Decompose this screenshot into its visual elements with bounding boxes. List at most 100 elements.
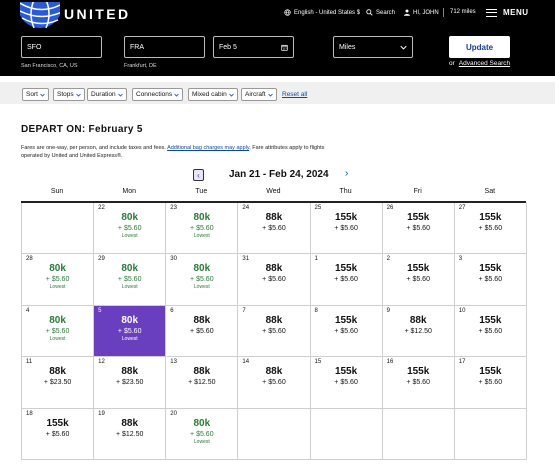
reset-all-link[interactable]: Reset all	[282, 91, 308, 98]
calendar-day-cell[interactable]: 29 80k + $5.60 Lowest	[94, 254, 167, 306]
calendar-day-cell[interactable]: 19 88k + $12.50	[94, 408, 167, 461]
fare-fee: + $5.60	[190, 430, 214, 438]
day-number: 3	[458, 256, 463, 263]
day-number: 2	[386, 256, 390, 263]
fare-miles: 80k	[121, 211, 139, 223]
filter-label: Aircraft	[245, 91, 266, 98]
account-link[interactable]: HI, JOHN	[404, 9, 439, 16]
calendar-day-cell[interactable]: 13 88k + $12.50	[166, 357, 239, 409]
search-link[interactable]: Search	[366, 9, 395, 16]
calendar-day-cell[interactable]: 31 88k + $5.60	[238, 254, 311, 306]
date-input[interactable]: Feb 5	[213, 36, 294, 58]
origin-input[interactable]: SFO	[21, 36, 102, 58]
search-label: Search	[376, 9, 396, 16]
previous-range-button[interactable]: ‹	[193, 169, 204, 181]
day-number: 26	[386, 204, 394, 211]
calendar-day-cell[interactable]: 30 80k + $5.60 Lowest	[166, 254, 239, 306]
chevron-down-icon	[117, 93, 123, 97]
weekday-label: Thu	[339, 188, 352, 195]
calendar-day-cell[interactable]: 17 155k + $5.60	[454, 357, 527, 409]
calendar-day-cell[interactable]: 8 155k + $5.60	[310, 305, 383, 358]
day-number: 22	[98, 204, 105, 211]
miles-balance[interactable]: 712 miles	[450, 9, 476, 15]
calendar-day-cell[interactable]: 9 88k + $12.50	[382, 305, 455, 358]
calendar-day-cell[interactable]: 18 155k + $5.60	[22, 408, 95, 461]
fare-type-value: Miles	[339, 43, 356, 51]
filter-duration[interactable]: Duration	[87, 88, 127, 101]
calendar-day-cell[interactable]: 14 88k + $5.60	[238, 357, 311, 409]
calendar-day-cell[interactable]: 26 155k + $5.60	[382, 202, 455, 255]
globe-icon	[284, 9, 291, 16]
fare-miles: 155k	[479, 211, 502, 223]
brand-logo-text[interactable]: UNITED	[64, 6, 131, 22]
filter-connections[interactable]: Connections	[132, 88, 184, 101]
calendar-day-cell[interactable]: 1 155k + $5.60	[310, 254, 383, 306]
fare-fee: + $5.60	[262, 379, 286, 387]
calendar-day-cell[interactable]: 11 88k + $23.50	[22, 357, 95, 409]
fare-type-select[interactable]: Miles	[333, 36, 413, 58]
calendar-day-cell[interactable]: 28 80k + $5.60 Lowest	[22, 254, 95, 306]
calendar-day-cell[interactable]: 20 80k + $5.60 Lowest	[166, 408, 239, 461]
calendar-day-cell[interactable]: 2 155k + $5.60	[382, 254, 455, 306]
chevron-down-icon	[75, 93, 81, 97]
weekday-header: Sun Mon Tue Wed Thu Fri Sat	[21, 188, 526, 199]
day-number: 5	[98, 307, 102, 314]
calendar-navigation: ‹ Jan 21 - Feb 24, 2024 ›	[193, 168, 363, 184]
calendar-day-cell[interactable]: 5 80k + $5.60 Lowest	[94, 305, 167, 358]
globe-logo-icon[interactable]	[20, 2, 60, 30]
advanced-search-link[interactable]: Advanced Search	[458, 60, 511, 67]
filter-bar: Sort Stops Duration Connections Mixed ca…	[0, 82, 555, 104]
fare-fee: + $5.60	[406, 379, 430, 387]
update-button[interactable]: Update	[449, 36, 510, 58]
calendar-day-cell[interactable]: 4 80k + $5.60 Lowest	[22, 305, 95, 358]
filter-label: Connections	[136, 91, 173, 98]
filter-mixed-cabin[interactable]: Mixed cabin	[188, 88, 238, 101]
language-selector[interactable]: English - United States $	[284, 9, 360, 16]
fare-miles: 88k	[121, 366, 139, 378]
day-number: 18	[26, 410, 33, 417]
calendar-day-cell[interactable]: 23 80k + $5.60 Lowest	[166, 202, 239, 255]
calendar-day-cell[interactable]: 6 88k + $5.60	[166, 305, 239, 358]
calendar-day-cell[interactable]: 10 155k + $5.60	[454, 305, 527, 358]
menu-button[interactable]: MENU	[486, 8, 529, 17]
next-range-button[interactable]: ›	[345, 168, 348, 179]
fare-note-text-end: , Fare attributes apply to flights opera…	[21, 145, 325, 159]
fare-miles: 155k	[334, 263, 358, 275]
fare-miles: 80k	[49, 314, 66, 326]
user-icon	[404, 9, 410, 16]
calendar-day-cell[interactable]: 15 155k + $5.60	[310, 357, 383, 409]
fare-fee: + $12.50	[188, 379, 216, 387]
lowest-badge: Lowest	[49, 335, 66, 342]
chevron-down-icon	[40, 93, 45, 97]
day-number: 27	[458, 204, 466, 211]
calendar-day-cell[interactable]: 25 155k + $5.60	[310, 202, 383, 255]
calendar-day-cell[interactable]: 16 155k + $5.60	[382, 357, 455, 409]
fare-miles: 155k	[407, 366, 430, 378]
calendar-day-cell[interactable]: 27 155k + $5.60	[454, 202, 527, 255]
fare-fee: + $5.60	[190, 327, 214, 335]
bag-charges-link[interactable]: Additional bag charges may apply	[167, 145, 250, 151]
fare-miles: 155k	[334, 211, 358, 223]
calendar-day-cell[interactable]: 3 155k + $5.60	[454, 254, 527, 306]
filter-stops[interactable]: Stops	[53, 88, 85, 101]
fare-fee: + $5.60	[262, 327, 286, 335]
calendar-day-cell[interactable]: 7 88k + $5.60	[238, 305, 311, 358]
calendar-day-cell[interactable]: 24 88k + $5.60	[238, 202, 311, 255]
calendar-cell-empty	[310, 408, 383, 461]
day-number: 25	[314, 204, 322, 211]
filter-sort[interactable]: Sort	[22, 88, 49, 101]
day-number: 23	[170, 204, 177, 211]
calendar-day-cell[interactable]: 12 88k + $23.50	[94, 357, 167, 409]
top-header: UNITED English - United States $ Search …	[0, 0, 555, 76]
fare-miles: 155k	[407, 211, 430, 223]
calendar-day-cell[interactable]: 22 80k + $5.60 Lowest	[94, 202, 167, 255]
fare-fee: + $5.60	[117, 276, 142, 284]
fare-miles: 155k	[479, 366, 502, 378]
filter-aircraft[interactable]: Aircraft	[241, 88, 277, 101]
destination-input[interactable]: FRA	[124, 36, 205, 58]
lowest-badge: Lowest	[121, 284, 138, 291]
weekday-label: Sun	[50, 188, 64, 195]
fare-note: Fares are one-way, per person, and inclu…	[21, 144, 341, 160]
day-number: 24	[242, 204, 250, 211]
day-number: 20	[170, 410, 177, 417]
